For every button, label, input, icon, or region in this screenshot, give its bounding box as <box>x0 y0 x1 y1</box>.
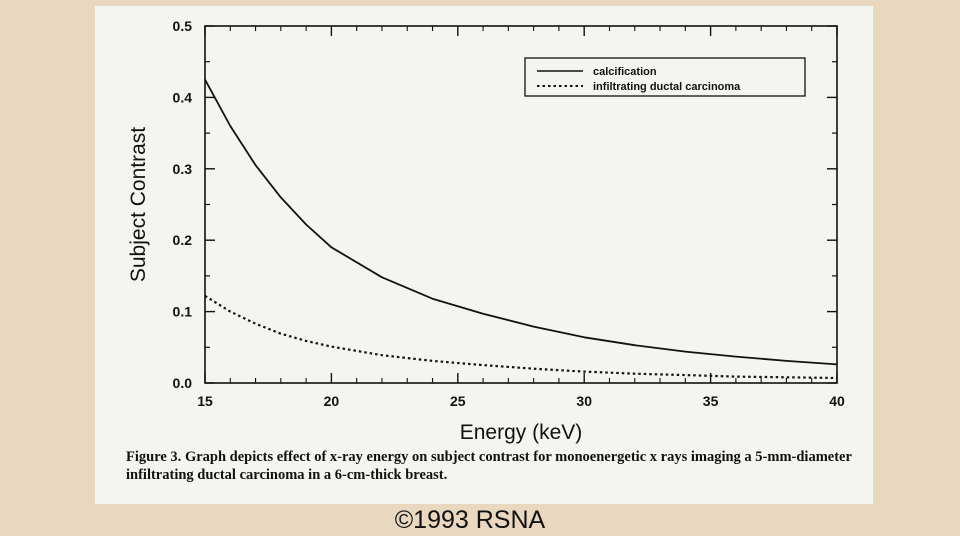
copyright-notice: ©1993 RSNA <box>0 506 960 535</box>
x-tick-label: 40 <box>829 393 845 409</box>
y-tick-label: 0.5 <box>173 18 193 34</box>
x-tick-label: 20 <box>324 393 340 409</box>
y-tick-label: 0.4 <box>173 89 193 105</box>
y-tick-label: 0.3 <box>173 161 193 177</box>
y-tick-label: 0.2 <box>173 232 193 248</box>
x-tick-label: 35 <box>703 393 719 409</box>
caption-label: Figure 3. <box>126 449 182 465</box>
x-tick-label: 25 <box>450 393 466 409</box>
series-line-0 <box>204 79 838 366</box>
series-line-1 <box>204 294 838 380</box>
y-tick-label: 0.1 <box>173 304 193 320</box>
figure-caption: Figure 3. Graph depicts effect of x-ray … <box>126 448 866 484</box>
figure-panel: 0.0 0.1 0.2 0.3 0.4 0.5 15 20 25 30 35 40 Energy (ke… <box>95 6 873 504</box>
x-tick-label: 30 <box>576 393 592 409</box>
chart: 0.0 0.1 0.2 0.3 0.4 0.5 15 20 25 30 35 40 Energy (ke… <box>127 18 845 444</box>
x-axis-title: Energy (keV) <box>460 421 583 444</box>
plot-frame <box>204 25 838 384</box>
legend-label-0: calcification <box>593 66 657 78</box>
legend-label-1: infiltrating ductal carcinoma <box>593 81 741 93</box>
y-tick-label: 0.0 <box>173 375 193 391</box>
caption-text: Graph depicts effect of x-ray energy on … <box>126 449 852 483</box>
legend-box <box>524 57 806 97</box>
x-tick-label: 15 <box>197 393 213 409</box>
copyright-text: ©1993 RSNA <box>394 506 546 534</box>
y-axis-title: Subject Contrast <box>127 127 150 282</box>
